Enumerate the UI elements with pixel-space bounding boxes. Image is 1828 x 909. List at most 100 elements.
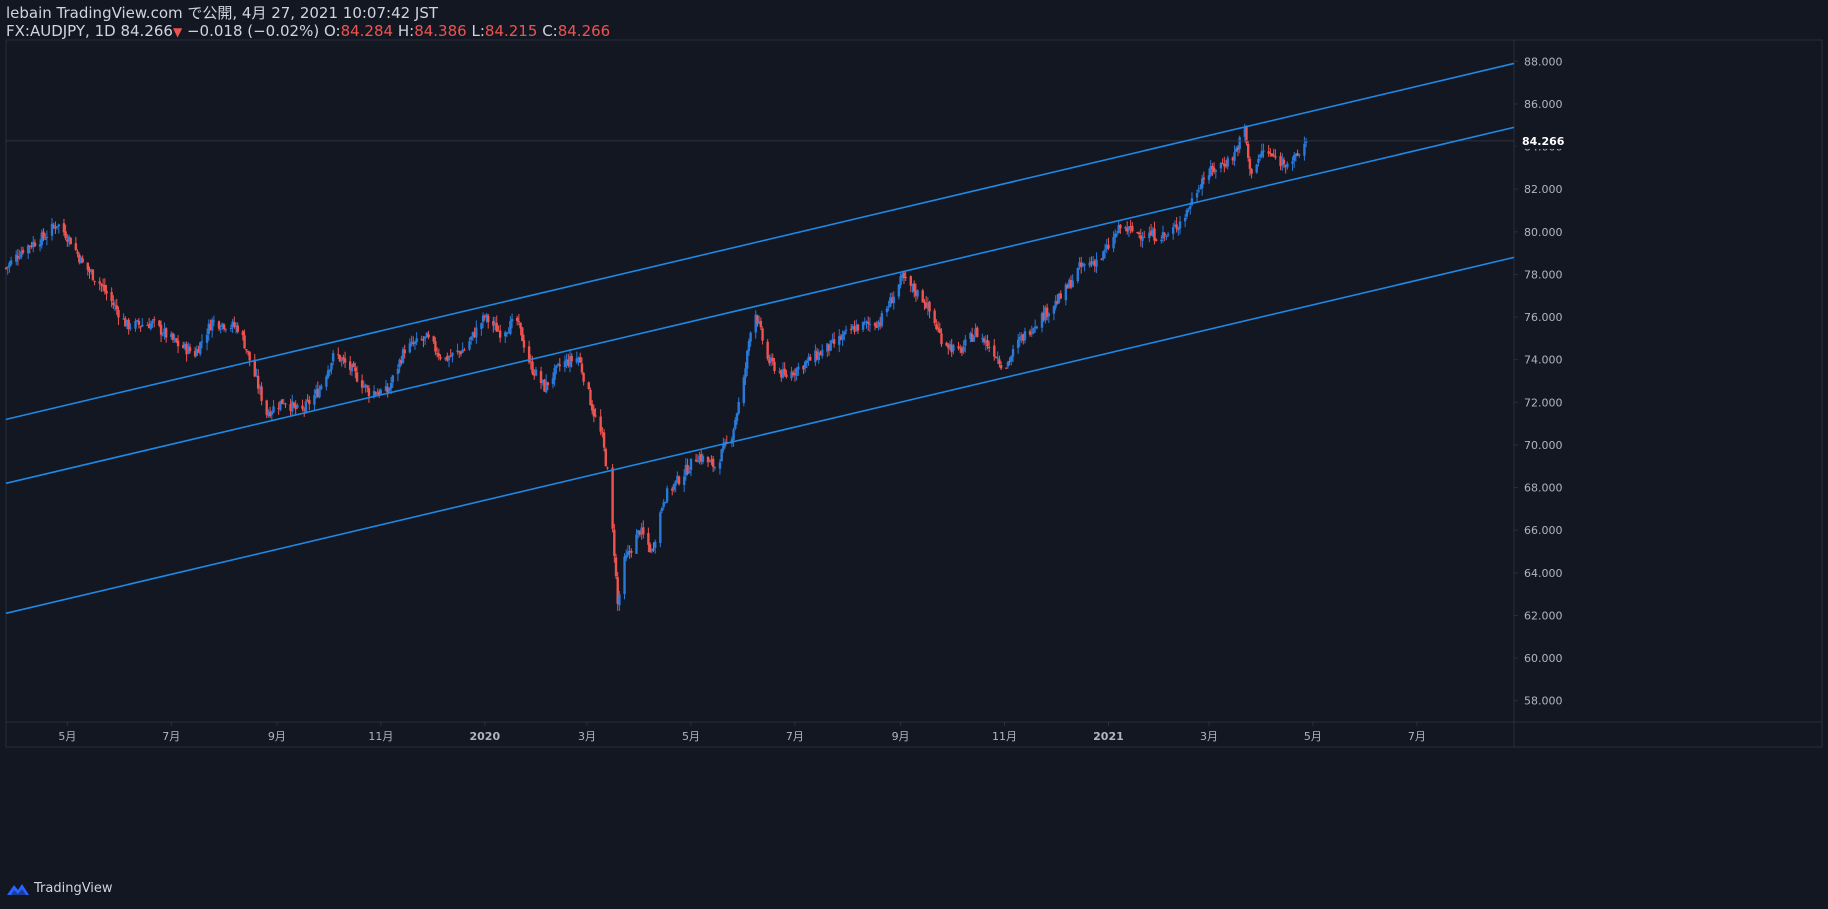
candle-body [817,352,820,361]
candle-body [582,373,585,382]
candle-body [1223,163,1226,167]
candle-body [517,321,521,323]
candle-body [280,399,284,404]
candle-body [1189,206,1192,209]
candle-body [793,373,797,375]
candle-body [638,531,642,535]
candle-body [664,501,667,504]
brand-name[interactable]: TradingView [34,881,113,896]
candle-body [98,281,101,284]
candle-body [1178,221,1182,229]
candle-body [994,357,998,359]
symbol-label[interactable]: FX:AUDJPY, 1D [6,22,116,40]
candle-body [219,328,222,330]
candle-body [1033,326,1037,329]
candle-body [969,332,972,339]
candle-body [69,237,72,245]
candle-body [630,551,633,553]
tradingview-logo-icon[interactable] [6,882,30,896]
candle-body [294,404,297,410]
candle-body [568,355,572,367]
candle-body [708,460,711,463]
candle-body [364,384,367,387]
candle-body [158,320,161,326]
candle-body [1022,334,1025,341]
candle-body [1214,169,1218,172]
candle-body [328,369,331,372]
candle-body [826,343,829,352]
candle-body [892,296,895,304]
candle-body [551,378,555,385]
candle-body [55,226,59,228]
low-label: L: [471,22,485,40]
candle-body [986,340,989,347]
candle-body [761,328,764,341]
candle-body [173,338,176,340]
candle-body [122,318,125,320]
candle-body [212,320,216,322]
candle-body [805,360,809,364]
candle-body [785,374,788,378]
time-tick-label: 5月 [682,730,700,743]
candle-body [606,467,609,469]
candle-body [1233,152,1236,161]
candle-body [1115,233,1119,235]
candle-body [853,326,856,332]
candle-body [807,356,810,360]
candle-body [481,315,485,323]
candle-body [1054,300,1057,308]
candle-body [878,323,882,325]
candle-body [187,346,190,354]
candle-body [89,270,93,272]
channel-lines[interactable] [5,62,1515,615]
candle-body [504,332,507,337]
candle-body [28,245,32,247]
candle-body [88,269,91,273]
candle-body [887,306,890,308]
candle-body [623,556,626,594]
time-axis[interactable]: 5月 7月 9月 11月 2020 3月 5月 7月 9月 11月 2021 3月 5月 7月 [58,722,1426,743]
candle-body [877,321,880,328]
footer: TradingView [6,881,113,896]
candle-body [820,350,824,356]
candle-body [432,336,435,342]
candle-body [936,327,940,330]
candle-body [200,341,204,343]
time-tick-label: 3月 [1200,730,1218,743]
candle-body [546,382,550,386]
candle-body [1131,225,1134,232]
candle-body [781,369,785,378]
candle-body [245,349,248,351]
candle-body [802,365,805,370]
price-change: −0.018 (−0.02%) [186,22,320,40]
candle-body [592,409,596,417]
candle-body [976,327,979,338]
candle-body [855,325,858,331]
candle-body [1163,233,1166,236]
candle-body [642,527,645,535]
candle-body [1005,367,1008,369]
candle-body [377,391,381,395]
candle-body [423,336,427,339]
price-axis[interactable]: 58.000 60.000 62.000 64.000 66.000 68.000 70.0… [1514,55,1566,708]
candle-body [463,349,466,351]
candle-body [183,343,187,349]
candle-body [331,353,335,362]
candle-body [982,338,986,342]
candle-body [449,355,452,357]
candle-body [16,255,20,259]
candle-body [188,347,192,352]
candle-body [660,507,664,512]
candle-body [337,354,340,356]
candle-body [164,328,168,338]
candle-body [1117,225,1120,233]
candle-body [1231,157,1235,161]
candle-body [797,366,800,370]
candles[interactable] [4,123,1514,611]
candle-body [268,411,272,417]
candle-body [790,371,793,379]
candle-body [865,321,868,323]
candle-body [672,484,676,491]
candle-body [15,254,18,262]
